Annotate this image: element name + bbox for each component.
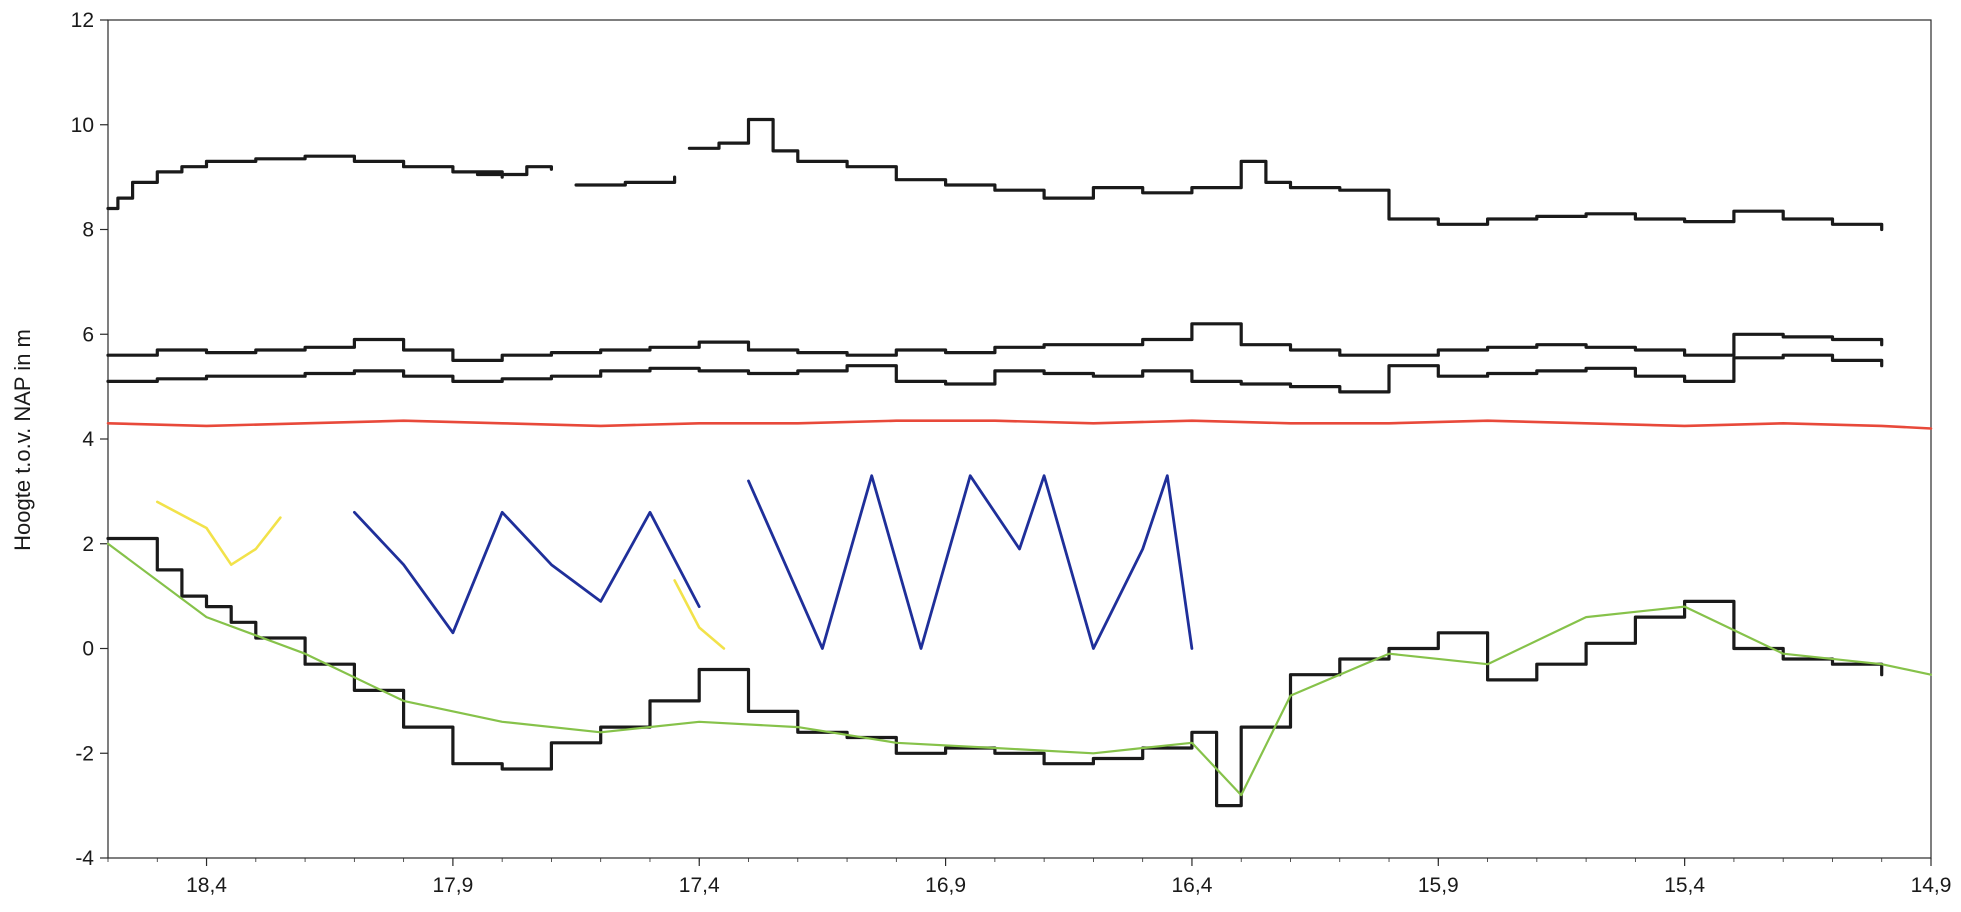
y-tick-label: 0 [82,638,94,661]
series-line-black-5 [106,353,1884,394]
series-line-black-1 [475,165,553,177]
series-line-blue-8 [353,510,701,635]
y-tick-label: -2 [75,742,94,765]
y-tick-label: 10 [71,114,94,137]
y-tick-label: 2 [82,533,94,556]
series-line-blue-9 [747,474,1194,650]
x-tick-label: 18,4 [186,874,227,897]
data-series [106,117,1933,808]
y-axis: -4 -2 0 2 4 6 8 10 12 [71,9,108,870]
plot-area [107,19,1932,859]
series-line-green-10 [106,542,1933,797]
x-tick-label: 16,9 [925,874,966,897]
series-line-red-6 [106,419,1933,430]
x-tick-label: 17,9 [432,874,473,897]
y-tick-label: 4 [82,428,94,451]
x-tick-label: 15,9 [1418,874,1459,897]
y-axis-label: Hoogte t.o.v. NAP in m [10,329,35,551]
x-tick-label: 16,4 [1172,874,1213,897]
y-tick-label: -4 [75,847,94,870]
y-tick-label: 8 [82,219,94,242]
y-tick-label: 6 [82,323,94,346]
series-line-black-4 [106,322,1884,362]
x-axis: 18,4 17,9 17,4 16,9 16,4 15,9 15,4 14,9 [107,858,1952,897]
x-tick-label: 17,4 [679,874,720,897]
series-line-black-2 [574,175,677,187]
series-line-black-0 [106,154,504,211]
series-line-yellow-12 [673,579,726,650]
x-tick-label: 15,4 [1664,874,1705,897]
series-line-yellow-11 [156,500,282,566]
y-tick-label: 12 [71,9,94,32]
x-tick-label: 14,9 [1911,874,1952,897]
series-line-black-3 [687,117,1884,232]
